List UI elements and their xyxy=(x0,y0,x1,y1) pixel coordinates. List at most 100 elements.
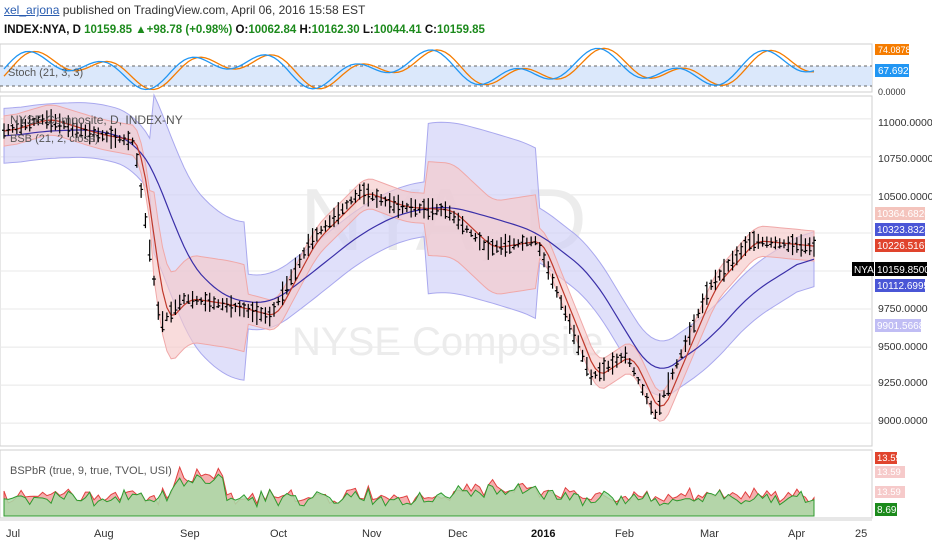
fast-ma-line xyxy=(3,119,815,407)
badge-bg-1 xyxy=(875,207,925,220)
price-bar xyxy=(687,322,692,346)
price-bar xyxy=(203,291,208,312)
price-bar xyxy=(319,225,324,235)
price-bar xyxy=(417,203,422,214)
badge-value-1: 10364.6826 xyxy=(877,209,930,220)
price-bar xyxy=(739,242,744,260)
price-bar xyxy=(400,200,405,214)
price-bar xyxy=(233,302,238,313)
price-bar xyxy=(662,390,666,398)
time-label-aug: Aug xyxy=(94,528,114,540)
bsp-badge-3: 13.59 xyxy=(877,487,901,498)
main-pane[interactable]: NYA, D NYSE Composite NYSE Composite, D,… xyxy=(0,93,932,447)
price-bar xyxy=(439,203,444,217)
time-label-mar: Mar xyxy=(700,528,719,540)
high-label: H: xyxy=(299,24,312,36)
price-bar xyxy=(494,240,499,253)
price-bar xyxy=(332,207,336,228)
price-bar xyxy=(160,311,165,333)
bsp-pane[interactable]: BSPbR (true, 9, true, TVOL, USI) 13.59 1… xyxy=(0,449,905,519)
price-bar xyxy=(207,292,212,312)
price-bar xyxy=(812,236,816,257)
up-triangle-icon: ▲ xyxy=(135,24,147,36)
price-tick-9750: 9750.0000 xyxy=(878,303,928,315)
price-bar xyxy=(606,360,611,372)
stoch-pane[interactable]: Stoch (21, 3, 3) 74.0878 67.6927 0.0000 xyxy=(0,43,915,97)
price-bar xyxy=(477,232,482,251)
price-bar xyxy=(194,295,199,305)
price-bar xyxy=(27,115,32,132)
price-bar xyxy=(276,297,281,306)
price-bar xyxy=(482,240,486,251)
bsp-badge-2: 13.59 xyxy=(877,467,901,478)
author-link[interactable]: xel_arjona xyxy=(4,3,60,17)
price-bar xyxy=(730,250,735,271)
price-bar xyxy=(520,234,525,251)
low-value: 10044.41 xyxy=(373,24,422,36)
price-bar xyxy=(614,353,619,368)
price-bar xyxy=(593,370,598,379)
price-bar xyxy=(550,273,555,289)
price-bar xyxy=(786,236,791,253)
price-bar xyxy=(404,202,409,213)
price-bar xyxy=(653,409,658,420)
price-bar xyxy=(130,137,135,146)
price-bar xyxy=(627,358,632,367)
price-bar xyxy=(152,275,156,286)
open-label: O: xyxy=(235,24,249,36)
price-bar xyxy=(44,110,49,129)
price-bar xyxy=(199,297,204,305)
price-bar xyxy=(122,134,126,146)
price-bar xyxy=(344,200,349,210)
badge-bg-4 xyxy=(875,262,927,276)
price-bar xyxy=(36,116,41,126)
price-bar xyxy=(503,233,508,257)
price-bar xyxy=(113,128,118,148)
price-bar xyxy=(126,130,131,151)
price-bar xyxy=(803,238,808,254)
price-bar xyxy=(584,356,589,377)
price-bar xyxy=(794,237,799,253)
bsp-badge-bg-3 xyxy=(875,486,905,498)
price-bar xyxy=(340,203,345,215)
price-bar xyxy=(173,299,178,315)
price-bar xyxy=(74,119,79,138)
price-bar xyxy=(19,116,24,135)
price-bar xyxy=(379,193,384,206)
price-bar xyxy=(164,312,169,322)
time-label-dec: Dec xyxy=(448,528,468,540)
price-bar xyxy=(447,205,452,221)
stoch-tick-zero: 0.0000 xyxy=(878,87,906,97)
price-bar xyxy=(280,281,285,306)
price-bar xyxy=(32,117,36,127)
watermark-name: NYSE Composite xyxy=(292,320,603,364)
price-bar xyxy=(387,192,392,214)
price-bar xyxy=(790,234,795,256)
price-bar xyxy=(486,236,491,260)
price-bar xyxy=(649,400,654,415)
price-bar xyxy=(353,189,358,203)
price-bar xyxy=(49,109,54,133)
price-bar xyxy=(597,362,602,382)
price-bar xyxy=(782,239,786,249)
badge-value-4: 10159.8500 xyxy=(877,265,930,276)
price-bar xyxy=(567,313,572,334)
price-bar xyxy=(370,192,375,202)
price-bar xyxy=(743,236,748,256)
price-bar xyxy=(726,259,731,272)
price-bar xyxy=(156,301,161,320)
price-bar xyxy=(392,196,396,214)
price-bar xyxy=(293,257,298,281)
price-bar xyxy=(674,359,679,369)
bsp-badge-bg-2 xyxy=(875,466,905,478)
price-bar xyxy=(756,233,761,249)
price-bar xyxy=(734,246,739,266)
bsp-badge-1: 13.59 xyxy=(877,453,901,464)
price-bar xyxy=(559,295,564,310)
last-price: 10159.85 xyxy=(84,24,133,36)
price-bar xyxy=(259,307,264,322)
price-bar xyxy=(499,237,504,255)
price-bar xyxy=(619,352,624,363)
price-bar xyxy=(96,127,101,143)
